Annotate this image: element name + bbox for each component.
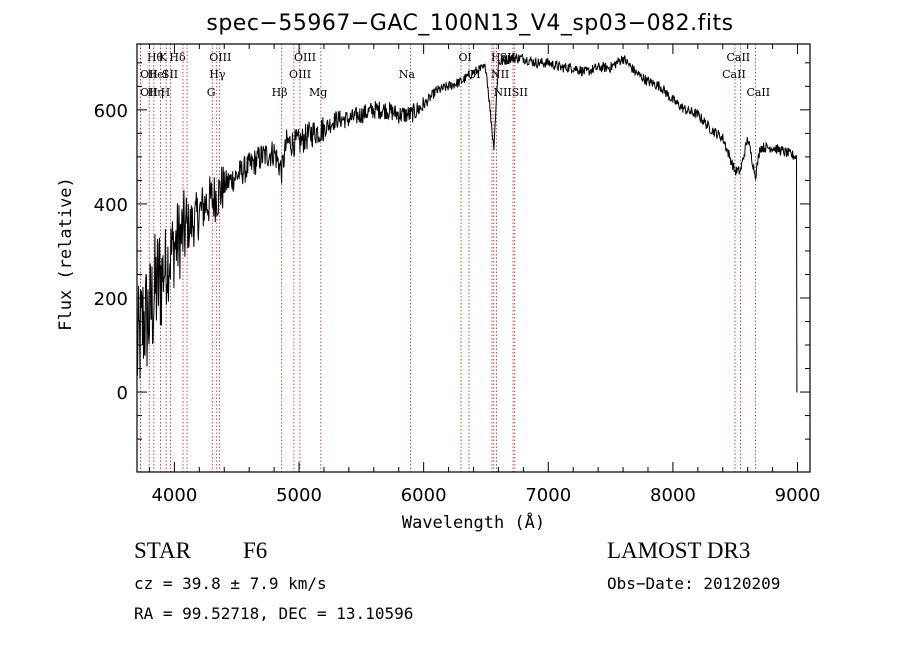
line-label: Hθ xyxy=(147,51,164,64)
x-tick-label: 9000 xyxy=(775,485,821,506)
line-label: CaII xyxy=(746,86,770,99)
radec-label: RA = 99.52718, DEC = 13.10596 xyxy=(134,604,414,623)
ticks-group: 4000 5000 6000 7000 8000 9000 0 200 400 600 xyxy=(94,44,821,506)
x-tick-label: 8000 xyxy=(650,485,696,506)
x-tick-label: 6000 xyxy=(401,485,447,506)
line-label: OIII xyxy=(209,51,231,64)
line-label: Hα xyxy=(491,51,509,64)
line-label: OIII xyxy=(289,68,311,81)
line-label: Na xyxy=(399,68,416,81)
x-tick-label: 5000 xyxy=(276,485,322,506)
axes-frame xyxy=(136,43,811,473)
x-tick-label: 7000 xyxy=(525,485,571,506)
x-tick-label: 4000 xyxy=(151,485,197,506)
class-label: STAR xyxy=(134,538,191,563)
line-label: CaII xyxy=(722,68,746,81)
line-label: K xyxy=(159,51,168,64)
y-tick-label: 600 xyxy=(94,101,128,122)
spectrum-line xyxy=(136,52,798,393)
obs-date-label: Obs−Date: 20120209 xyxy=(607,574,781,593)
line-label: OIII xyxy=(294,51,316,64)
line-label: OI xyxy=(467,68,480,81)
y-axis-label: Flux (relative) xyxy=(56,177,76,331)
y-tick-label: 200 xyxy=(94,289,128,310)
cz-label: cz = 39.8 ± 7.9 km/s xyxy=(134,574,327,593)
survey-label: LAMOST DR3 xyxy=(607,538,751,563)
reference-lines-group xyxy=(139,44,756,472)
chart-title: spec−55967−GAC_100N13_V4_sp03−082.fits xyxy=(206,11,734,36)
line-label: NII xyxy=(491,68,509,81)
x-axis-label: Wavelength (Å) xyxy=(402,511,545,533)
line-label: NIISII xyxy=(493,86,528,99)
line-label: OI xyxy=(459,51,472,64)
line-label: Hδ xyxy=(169,51,186,64)
line-label: G xyxy=(207,86,216,99)
y-tick-label: 400 xyxy=(94,195,128,216)
line-label: Mg xyxy=(309,86,327,99)
line-label: HeI xyxy=(148,68,168,81)
line-label: Hη xyxy=(148,86,164,99)
line-label: Hβ xyxy=(272,86,288,99)
line-label: CaII xyxy=(726,51,750,64)
line-label: SII xyxy=(500,51,516,64)
subclass-label: F6 xyxy=(243,538,268,563)
y-tick-label: 0 xyxy=(117,383,128,404)
line-label: H xyxy=(161,86,171,99)
line-label: SII xyxy=(162,68,178,81)
line-label: OII xyxy=(140,68,158,81)
line-label: OII xyxy=(140,86,158,99)
line-label: Hγ xyxy=(209,68,226,81)
